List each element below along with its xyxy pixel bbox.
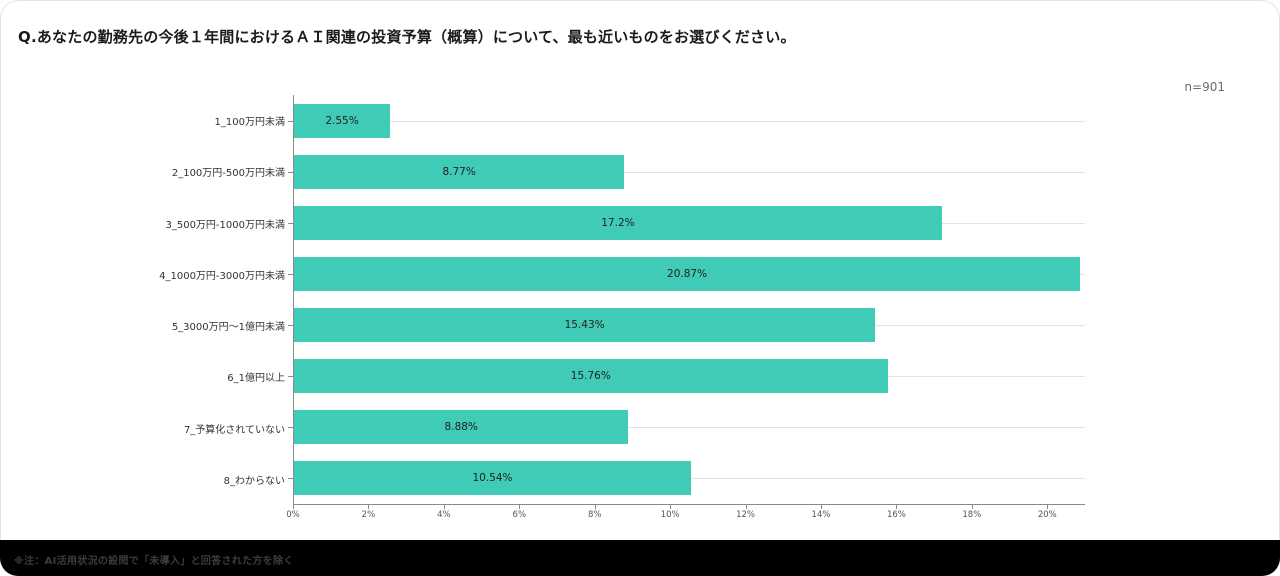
category-label: 2_100万円-500万円未満: [171, 168, 285, 180]
x-tick-label: 14%: [811, 510, 831, 520]
x-tick-label: 0%: [286, 510, 300, 520]
bar-value-label: 15.76%: [570, 370, 611, 383]
category-label: 1_100万円未満: [214, 117, 285, 129]
bar-value-label: 8.88%: [444, 421, 478, 434]
bar: 17.2%: [294, 205, 942, 240]
chart-row: 8.88%: [288, 402, 1085, 453]
y-tick-mark: [288, 273, 294, 275]
plot-area: 2.55% 8.77% 17.2% 20.87% 15.43% 15.76% 8.88% 10…: [288, 95, 1085, 505]
gridline: [294, 171, 1085, 173]
chart-row: 20.87%: [288, 248, 1085, 299]
x-tick-label: 20%: [1037, 510, 1057, 520]
category-label: 4_1000万円-3000万円未満: [159, 270, 285, 282]
footer-bar: ※注：AI活用状況の設問で「未導入」と回答された方を除く: [0, 540, 1280, 576]
x-tick-mark: [670, 505, 672, 509]
bar: 20.87%: [294, 256, 1081, 291]
x-tick-mark: [594, 505, 596, 509]
bar-value-label: 10.54%: [472, 472, 513, 485]
x-tick-mark: [971, 505, 973, 509]
x-tick-label: 2%: [361, 510, 376, 520]
bar-value-label: 20.87%: [667, 267, 708, 280]
x-tick-mark: [820, 505, 822, 509]
bar-value-label: 8.77%: [442, 165, 476, 178]
bar: 2.55%: [294, 103, 391, 138]
x-axis: 0% 2% 4% 6% 8% 10% 12% 14% 16% 18% 20%: [286, 505, 1085, 523]
y-tick-mark: [288, 427, 294, 429]
chart-title: Q.あなたの勤務先の今後１年間におけるＡＩ関連の投資予算（概算）について、最も近…: [18, 28, 796, 46]
x-tick-label: 8%: [587, 510, 602, 520]
bar: 15.43%: [294, 308, 876, 343]
bar: 15.76%: [294, 359, 888, 394]
y-tick-mark: [288, 376, 294, 378]
y-tick-mark: [288, 222, 294, 224]
bar-value-label: 17.2%: [601, 216, 635, 229]
chart-row: 10.54%: [288, 453, 1085, 504]
chart-row: 2.55%: [288, 95, 1085, 146]
x-tick-mark: [896, 505, 898, 509]
category-label: 5_3000万円〜1億円未満: [171, 322, 285, 334]
category-label: 3_500万円-1000万円未満: [165, 219, 285, 231]
y-tick-mark: [288, 120, 294, 122]
x-tick-label: 12%: [736, 510, 756, 520]
y-axis-labels: 1_100万円未満 2_100万円-500万円未満 3_500万円-1000万円未満…: [0, 95, 287, 505]
bar: 10.54%: [294, 461, 691, 496]
gridline: [294, 120, 1085, 122]
y-tick-mark: [288, 478, 294, 480]
x-tick-mark: [519, 505, 521, 509]
chart-row: 8.77%: [288, 146, 1085, 197]
x-tick-label: 4%: [437, 510, 451, 520]
chart-row: 17.2%: [288, 197, 1085, 248]
x-tick-mark: [293, 505, 294, 509]
x-tick-mark: [1047, 505, 1049, 509]
category-label: 8_わからない: [223, 475, 285, 487]
chart-row: 15.43%: [288, 300, 1085, 351]
x-tick-label: 16%: [886, 510, 906, 520]
category-label: 7_予算化されていない: [183, 424, 285, 436]
category-label: 6_1億円以上: [227, 373, 285, 385]
bar-value-label: 15.43%: [564, 319, 605, 332]
sample-size-label: n=901: [1184, 80, 1225, 94]
bar: 8.88%: [294, 410, 629, 445]
x-tick-label: 6%: [512, 510, 527, 520]
gridline: [294, 427, 1085, 429]
x-tick-label: 18%: [962, 510, 982, 520]
x-tick-mark: [745, 505, 747, 509]
y-tick-mark: [288, 325, 294, 327]
x-tick-label: 10%: [660, 510, 680, 520]
x-tick-mark: [368, 505, 370, 509]
y-tick-mark: [288, 171, 294, 173]
chart-row: 15.76%: [288, 351, 1085, 402]
footnote-text: ※注：AI活用状況の設問で「未導入」と回答された方を除く: [14, 556, 294, 567]
bar: 8.77%: [294, 154, 625, 189]
bar-value-label: 2.55%: [325, 114, 359, 127]
x-tick-mark: [443, 505, 445, 509]
